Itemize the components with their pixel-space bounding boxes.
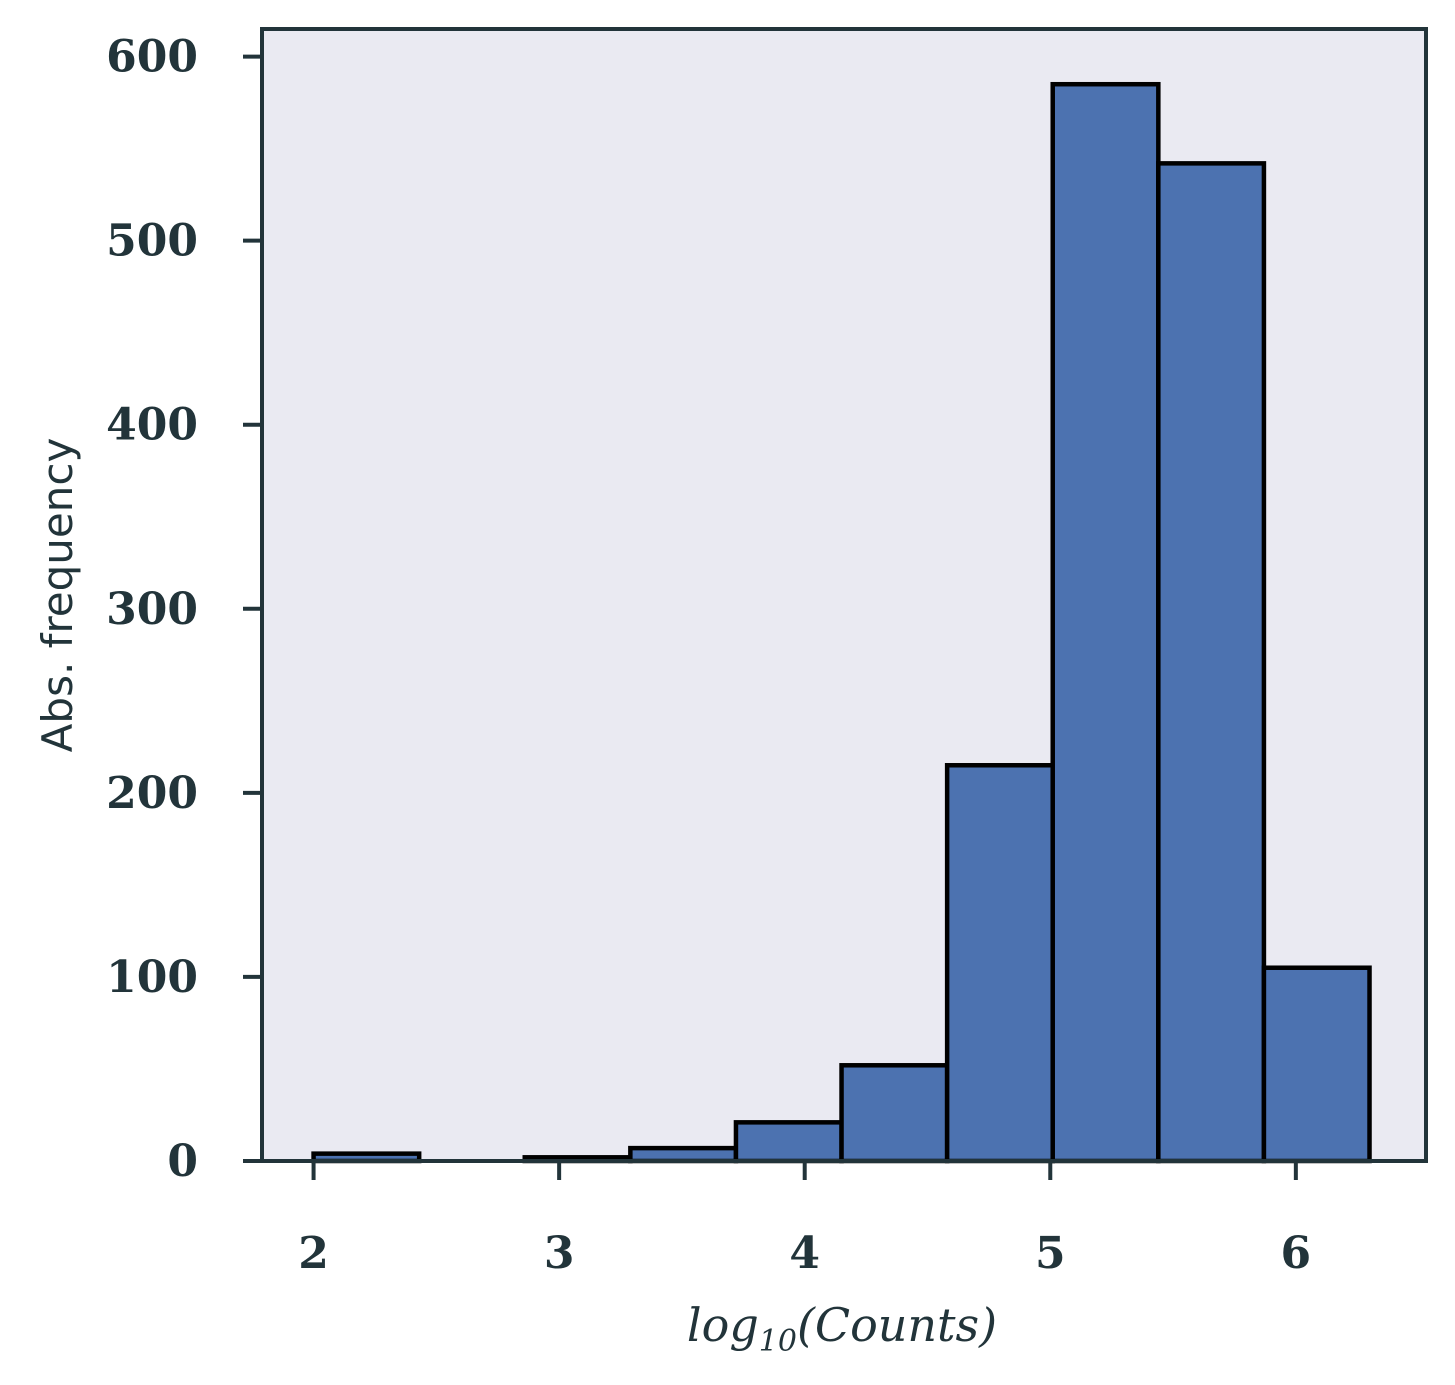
- y-tick-label-0: 0: [167, 1136, 198, 1187]
- histogram-bar-9: [1261, 965, 1372, 1164]
- y-tick-label-4: 400: [106, 400, 198, 451]
- histogram-bar-8: [1156, 161, 1267, 1164]
- x-axis-label-subscript: 10: [759, 1324, 797, 1359]
- x-tick-label-3: 5: [1035, 1228, 1066, 1279]
- x-axis-label-counts: (Counts): [797, 1298, 997, 1352]
- x-axis-label-log: log: [687, 1298, 759, 1352]
- y-tick-label-6: 600: [106, 32, 198, 83]
- plot-frame: [260, 27, 1428, 1163]
- x-tick-label-2: 4: [789, 1228, 820, 1279]
- x-tick-label-1: 3: [544, 1228, 575, 1279]
- histogram-bar-4: [733, 1120, 844, 1164]
- histogram-bar-6: [944, 763, 1055, 1164]
- y-axis: 0 100 200 300 400 500 600: [106, 32, 262, 1187]
- y-tick-label-3: 300: [106, 584, 198, 635]
- bars: [311, 81, 1372, 1164]
- y-tick-label-2: 200: [106, 768, 198, 819]
- y-tick-label-1: 100: [106, 952, 198, 1003]
- histogram-bar-5: [839, 1063, 950, 1164]
- x-tick-label-4: 6: [1281, 1228, 1312, 1279]
- x-axis: 2 3 4 5 6: [298, 1161, 1311, 1279]
- histogram-bar-7: [1050, 81, 1161, 1164]
- x-tick-label-0: 2: [298, 1228, 329, 1279]
- y-axis-label: Abs. frequency: [33, 438, 82, 753]
- x-axis-label: log10(Counts): [687, 1298, 997, 1359]
- y-tick-label-5: 500: [106, 216, 198, 267]
